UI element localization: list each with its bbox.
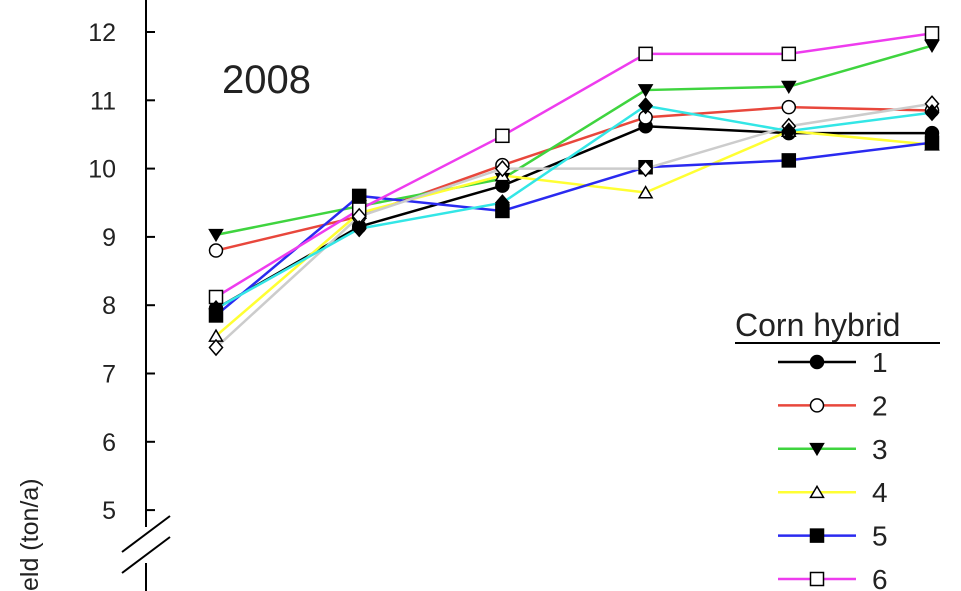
series-line <box>215 104 933 310</box>
series-4 <box>215 129 933 337</box>
data-point <box>494 194 510 212</box>
series-markers-1 <box>208 119 940 316</box>
y-tick-label: 6 <box>102 429 116 457</box>
data-point <box>781 122 797 140</box>
y-tick-label: 8 <box>102 292 116 320</box>
axis-break-mark <box>121 515 171 553</box>
data-point <box>351 188 367 204</box>
series-2 <box>215 105 933 252</box>
legend-marker <box>809 484 825 499</box>
data-point <box>637 185 654 199</box>
legend-marker <box>809 528 825 543</box>
y-tick-label: 7 <box>102 361 116 389</box>
y-tick-label: 11 <box>90 87 116 115</box>
axes: 5 6 7 8 9 10 11 12 <box>88 0 171 591</box>
legend-item-3: 3 <box>778 434 888 465</box>
legend-item-1: 1 <box>778 347 888 378</box>
data-point <box>638 159 654 178</box>
series-line <box>215 129 933 337</box>
legend-marker <box>809 442 825 457</box>
legend-item-4: 4 <box>778 477 888 508</box>
data-point <box>924 135 940 150</box>
series-5 <box>215 141 933 317</box>
legend-marker <box>809 354 825 370</box>
legend-label: 1 <box>872 347 888 378</box>
legend-item-2: 2 <box>778 390 888 421</box>
y-axis-title: eld (ton/a) <box>16 478 44 591</box>
data-point <box>781 46 797 62</box>
legend-label: 4 <box>872 477 888 508</box>
series-markers-6 <box>208 26 940 305</box>
data-point <box>637 84 654 98</box>
series-group <box>208 26 940 357</box>
data-point <box>208 299 224 318</box>
y-tick-label: 12 <box>88 19 116 47</box>
legend-item-6: 6 <box>778 564 888 591</box>
legend-label: 6 <box>872 564 888 591</box>
series-extra-7 <box>215 104 933 310</box>
data-point <box>208 228 224 243</box>
data-point <box>781 99 797 115</box>
series-6 <box>215 32 933 299</box>
legend-label: 2 <box>872 390 888 421</box>
data-point <box>351 220 367 238</box>
legend-item-5: 5 <box>778 521 888 552</box>
data-point <box>638 46 653 62</box>
data-point <box>924 103 940 122</box>
data-point <box>780 80 797 94</box>
series-extra-6 <box>215 102 933 349</box>
y-tick-label: 9 <box>102 224 116 252</box>
legend: Corn hybrid 1 2 3 4 5 6 <box>735 307 940 591</box>
data-point <box>781 153 797 168</box>
year-annotation: 2008 <box>222 58 311 102</box>
legend-label: 5 <box>872 521 888 552</box>
data-point <box>924 26 940 41</box>
data-point <box>494 159 510 178</box>
axis-break-mark <box>121 536 171 574</box>
series-markers-extra-7 <box>208 97 940 318</box>
series-line <box>215 141 933 317</box>
data-point <box>208 338 224 357</box>
series-line <box>215 105 933 252</box>
legend-marker <box>809 571 825 587</box>
series-line <box>215 32 933 299</box>
data-point <box>208 243 224 258</box>
series-line <box>215 44 933 237</box>
data-point <box>638 97 654 115</box>
legend-marker <box>809 398 825 413</box>
series-3 <box>215 44 933 237</box>
legend-label: 3 <box>872 434 888 465</box>
legend-title: Corn hybrid <box>735 307 900 343</box>
y-tick-label: 10 <box>88 156 116 184</box>
series-line <box>215 102 933 349</box>
y-tick-label: 5 <box>102 497 116 525</box>
data-point <box>495 128 510 144</box>
